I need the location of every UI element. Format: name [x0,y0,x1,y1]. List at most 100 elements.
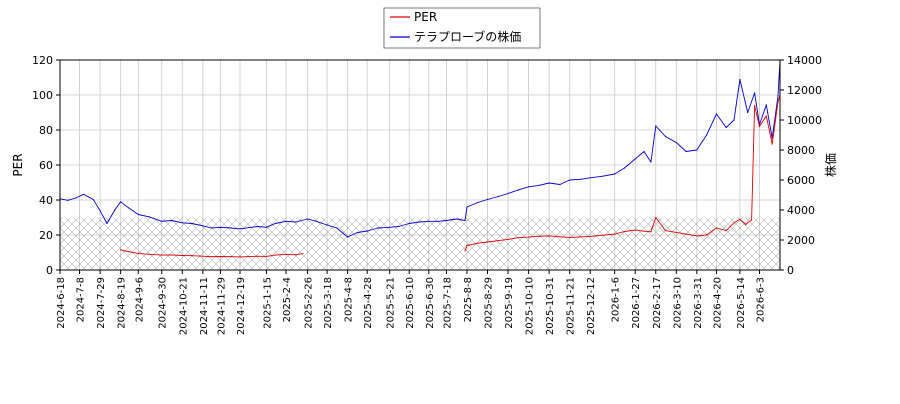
x-tick-label: 2025-5-21 [386,277,397,329]
x-tick-label: 2024-12-19 [236,277,247,335]
x-axis: 2024-6-18 2024-7-8 2024-7-29 2024-8-19 2024-… [56,270,766,335]
price-series-point [99,210,101,212]
price-series-point [148,216,150,218]
price-series-point [579,178,582,180]
per-series-point [302,253,304,255]
per-series-point [274,254,276,256]
price-series-point [445,219,447,222]
y-left-tick-label: 20 [39,229,53,242]
x-tick-label: 2026-5-14 [736,277,747,329]
price-series-point [634,158,636,160]
per-series-point [285,253,287,255]
price-series-point [725,126,727,129]
y-axis-right-label: 株価 [823,153,838,177]
price-series-point [675,141,677,144]
price-series-point [507,192,509,195]
per-series-point [295,254,297,256]
price-series-point [569,179,571,181]
price-series-point [528,186,530,188]
per-series-point [745,223,747,226]
y-right-tick-label: 12000 [787,84,822,97]
x-tick-label: 2025-10-10 [525,277,536,335]
price-series-point [75,197,77,199]
price-series-point [486,198,489,201]
price-series-point [643,150,645,153]
per-series-point [191,255,193,257]
per-series-point [211,256,213,258]
per-series-point [148,253,150,255]
price-series-point [408,222,410,225]
price-series-point [777,95,779,97]
per-series-point [664,230,667,232]
per-series-point [751,219,753,221]
price-series-point [106,222,108,225]
per-series-point [137,252,139,254]
hatched-band [60,217,780,270]
price-series-point [92,198,94,201]
y-axis-right: 0 2000 4000 6000 8000 10000 12000 14000 [780,54,822,277]
price-series-point [601,175,603,177]
per-series-point [466,244,468,247]
per-series-point [559,236,561,238]
per-series-point [589,235,591,237]
price-series-point [219,226,221,228]
x-tick-label: 2025-1-15 [262,277,273,329]
y-right-tick-label: 14000 [787,54,822,67]
legend: PER テラプローブの株価 [383,7,541,49]
price-series-point [466,206,468,208]
price-series-point [127,207,130,209]
price-series-point [771,137,773,139]
per-series-point [754,104,756,107]
x-tick-label: 2026-4-20 [712,277,723,329]
per-series-point [733,222,735,224]
per-series-point [202,255,204,257]
per-series-point [739,218,741,220]
per-series-point [614,233,616,235]
x-tick-label: 2025-10-31 [545,277,556,335]
price-series-point [137,213,139,216]
price-series-point [161,220,163,222]
per-series-point [777,101,779,103]
legend-label-per: PER [414,10,437,24]
per-series-point [486,241,489,243]
y-right-tick-label: 2000 [787,234,815,247]
per-series-point [634,229,636,231]
x-tick-label: 2025-11-21 [566,277,577,335]
per-series-point [120,249,122,251]
y-right-tick-label: 6000 [787,174,815,187]
per-series-point [569,236,571,238]
per-series-point [725,230,727,232]
price-series-point [356,231,358,234]
per-series-point [579,236,582,238]
y-axis-left: 0 20 40 60 80 100 120 [32,54,60,277]
x-tick-label: 2025-4-28 [363,277,374,329]
x-tick-label: 2025-9-19 [504,277,515,329]
per-series-point [497,240,499,242]
x-tick-label: 2024-8-19 [117,277,128,329]
x-tick-label: 2026-2-17 [652,277,663,329]
x-tick-label: 2026-1-6 [611,277,622,322]
price-series-point [336,227,338,229]
price-series-point [733,119,735,121]
price-series-point [739,78,741,81]
price-series-point [715,113,718,115]
per-series-point [464,250,466,252]
x-tick-label: 2024-9-30 [158,277,169,329]
x-tick-label: 2024-10-21 [178,277,189,335]
price-series-point [438,220,440,222]
per-series-point [643,230,645,232]
x-tick-label: 2025-4-8 [344,277,355,322]
per-series-point [528,236,530,238]
price-series-point [295,221,297,223]
price-series-point [114,209,116,211]
x-tick-label: 2024-7-29 [96,277,107,329]
per-series-point [715,227,718,229]
price-series-point [181,222,183,224]
price-series-point [170,219,173,222]
per-series-point [538,235,540,237]
y-left-tick-label: 60 [39,159,53,172]
price-series-point [366,230,368,232]
per-series-point [623,230,626,233]
